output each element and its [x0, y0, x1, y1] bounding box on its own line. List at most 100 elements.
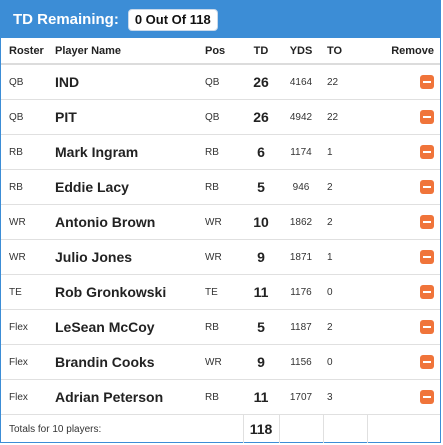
totals-to-cell: [323, 414, 368, 443]
player-position: TE: [205, 274, 243, 310]
player-to: 0: [323, 344, 367, 380]
table-row: WR Julio Jones WR 9 1871 1: [1, 239, 440, 275]
player-td: 5: [243, 309, 279, 345]
remove-player-button[interactable]: [420, 214, 434, 229]
player-name: Mark Ingram: [55, 134, 205, 170]
player-name: PIT: [55, 99, 205, 135]
roster-slot: TE: [1, 274, 55, 310]
table-row: QB PIT QB 26 4942 22: [1, 99, 440, 135]
player-position: RB: [205, 309, 243, 345]
remove-player-button[interactable]: [420, 354, 434, 369]
player-to: 2: [323, 309, 367, 345]
roster-slot: RB: [1, 134, 55, 170]
table-row: Flex Adrian Peterson RB 11 1707 3: [1, 379, 440, 415]
remove-cell: [367, 99, 440, 135]
column-header-player-name: Player Name: [55, 38, 205, 65]
player-yds: 1862: [279, 204, 323, 240]
player-position: RB: [205, 134, 243, 170]
player-name: LeSean McCoy: [55, 309, 205, 345]
remove-cell: [367, 64, 440, 100]
player-yds: 1174: [279, 134, 323, 170]
player-to: 1: [323, 239, 367, 275]
player-position: WR: [205, 239, 243, 275]
player-yds: 1156: [279, 344, 323, 380]
roster-slot: QB: [1, 64, 55, 100]
roster-table: Roster Player Name Pos TD YDS TO Remove …: [1, 38, 440, 443]
remove-cell: [367, 379, 440, 415]
remove-cell: [367, 134, 440, 170]
player-td: 6: [243, 134, 279, 170]
column-header-yds: YDS: [279, 38, 323, 65]
table-row: RB Mark Ingram RB 6 1174 1: [1, 134, 440, 170]
player-position: QB: [205, 99, 243, 135]
player-yds: 4942: [279, 99, 323, 135]
roster-slot: WR: [1, 239, 55, 275]
remove-player-button[interactable]: [420, 319, 434, 334]
player-to: 2: [323, 169, 367, 205]
player-td: 26: [243, 99, 279, 135]
totals-yds-cell: [279, 414, 324, 443]
player-yds: 1871: [279, 239, 323, 275]
table-row: TE Rob Gronkowski TE 11 1176 0: [1, 274, 440, 310]
table-row: Flex LeSean McCoy RB 5 1187 2: [1, 309, 440, 345]
roster-slot: WR: [1, 204, 55, 240]
panel-header: TD Remaining: 0 Out Of 118: [1, 1, 440, 38]
table-row: WR Antonio Brown WR 10 1862 2: [1, 204, 440, 240]
remove-cell: [367, 309, 440, 345]
player-yds: 1176: [279, 274, 323, 310]
player-name: IND: [55, 64, 205, 100]
player-position: QB: [205, 64, 243, 100]
column-header-td: TD: [243, 38, 279, 65]
remove-cell: [367, 204, 440, 240]
player-to: 22: [323, 64, 367, 100]
remove-player-button[interactable]: [420, 389, 434, 404]
column-header-pos: Pos: [205, 38, 243, 65]
player-position: RB: [205, 379, 243, 415]
player-yds: 4164: [279, 64, 323, 100]
table-row: Flex Brandin Cooks WR 9 1156 0: [1, 344, 440, 380]
player-td: 5: [243, 169, 279, 205]
totals-label: Totals for 10 players:: [9, 423, 102, 435]
roster-slot: Flex: [1, 379, 55, 415]
player-td: 9: [243, 239, 279, 275]
player-to: 0: [323, 274, 367, 310]
table-row: QB IND QB 26 4164 22: [1, 64, 440, 100]
roster-slot: QB: [1, 99, 55, 135]
player-td: 10: [243, 204, 279, 240]
player-yds: 1187: [279, 309, 323, 345]
player-td: 9: [243, 344, 279, 380]
column-header-remove: Remove: [367, 38, 440, 65]
remove-player-button[interactable]: [420, 284, 434, 299]
td-remaining-value: 0 Out Of 118: [127, 8, 218, 31]
column-header-roster: Roster: [1, 38, 55, 65]
roster-table-body: QB IND QB 26 4164 22 QB PIT QB 26 4942 22 RB Mark Ing…: [1, 64, 440, 415]
player-position: RB: [205, 169, 243, 205]
table-header-row: Roster Player Name Pos TD YDS TO Remove: [1, 38, 440, 65]
player-name: Adrian Peterson: [55, 379, 205, 415]
totals-row: Totals for 10 players: 118: [1, 414, 440, 444]
roster-slot: RB: [1, 169, 55, 205]
player-name: Eddie Lacy: [55, 169, 205, 205]
player-yds: 1707: [279, 379, 323, 415]
remove-player-button[interactable]: [420, 144, 434, 159]
player-to: 2: [323, 204, 367, 240]
player-name: Julio Jones: [55, 239, 205, 275]
player-td: 11: [243, 379, 279, 415]
totals-td-value: 118: [242, 414, 280, 443]
remove-cell: [367, 169, 440, 205]
remove-player-button[interactable]: [420, 109, 434, 124]
header-title: TD Remaining:: [13, 11, 119, 28]
remove-cell: [367, 344, 440, 380]
column-header-to: TO: [323, 38, 367, 65]
player-yds: 946: [279, 169, 323, 205]
remove-player-button[interactable]: [420, 179, 434, 194]
remove-cell: [367, 274, 440, 310]
remove-player-button[interactable]: [420, 249, 434, 264]
totals-remove-cell: [367, 415, 440, 444]
roster-slot: Flex: [1, 309, 55, 345]
player-name: Rob Gronkowski: [55, 274, 205, 310]
remove-player-button[interactable]: [420, 74, 434, 89]
player-td: 26: [243, 64, 279, 100]
player-to: 3: [323, 379, 367, 415]
